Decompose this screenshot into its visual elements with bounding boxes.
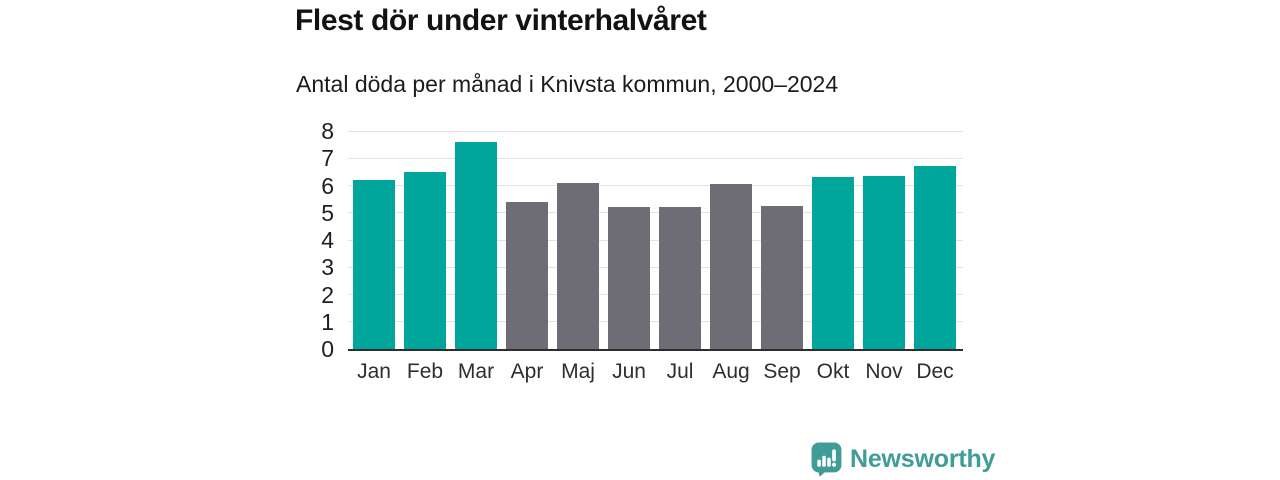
bar-aug <box>710 184 752 349</box>
y-tick-label-4: 4 <box>321 227 334 253</box>
x-tick-label-okt: Okt <box>816 360 850 383</box>
x-tick-label-aug: Aug <box>712 360 750 383</box>
y-tick-label-5: 5 <box>321 199 334 226</box>
x-tick-label-dec: Dec <box>916 360 954 383</box>
x-tick-label-maj: Maj <box>561 360 595 383</box>
bar-mar <box>455 141 497 349</box>
gridline-y6 <box>348 185 963 186</box>
x-tick-label-nov: Nov <box>865 360 903 383</box>
gridline-y1 <box>348 321 963 323</box>
gridline-y4 <box>348 239 963 241</box>
gridline-y8 <box>348 130 963 132</box>
gridline-y5 <box>348 212 963 214</box>
bar-nov <box>863 175 905 349</box>
chart-title: Flest dör under vinterhalvåret <box>295 4 707 37</box>
newsworthy-logo-icon <box>811 442 842 477</box>
bar-apr <box>506 201 548 349</box>
x-axis-line <box>348 349 963 351</box>
x-tick-label-apr: Apr <box>510 360 544 383</box>
gridline-y7 <box>348 157 963 159</box>
x-tick-label-jul: Jul <box>666 360 694 383</box>
bar-jan <box>353 180 395 349</box>
x-tick-label-jan: Jan <box>357 360 391 383</box>
bar-jul <box>659 207 701 349</box>
gridline-y2 <box>348 294 963 295</box>
chart-subtitle: Antal döda per månad i Knivsta kommun, 2… <box>296 71 839 97</box>
bar-jun <box>608 207 650 349</box>
bar-okt <box>812 177 854 349</box>
y-tick-label-6: 6 <box>321 172 334 199</box>
y-tick-label-8: 8 <box>321 118 334 144</box>
newsworthy-logo-text: Newsworthy <box>850 445 996 473</box>
y-tick-label-2: 2 <box>321 281 334 308</box>
x-tick-label-jun: Jun <box>612 360 646 383</box>
bar-chart-plot-area <box>348 130 963 351</box>
bar-sep <box>761 205 803 349</box>
y-tick-label-1: 1 <box>321 308 334 335</box>
x-tick-label-mar: Mar <box>457 360 495 383</box>
gridline-y3 <box>348 266 963 268</box>
bar-maj <box>557 182 599 349</box>
x-tick-label-feb: Feb <box>406 360 444 383</box>
y-tick-label-3: 3 <box>321 254 334 281</box>
x-tick-label-sep: Sep <box>763 360 801 383</box>
bar-feb <box>404 171 446 349</box>
y-tick-label-0: 0 <box>321 336 334 362</box>
y-tick-label-7: 7 <box>321 145 334 172</box>
bar-dec <box>914 166 956 349</box>
newsworthy-logo[interactable]: Newsworthy <box>811 442 995 477</box>
